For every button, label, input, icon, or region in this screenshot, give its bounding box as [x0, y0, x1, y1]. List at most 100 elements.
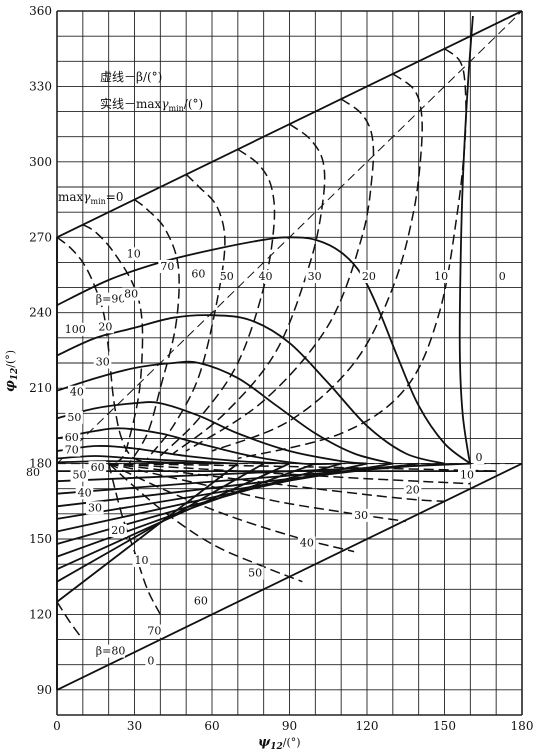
annotation-label: 20	[98, 320, 112, 333]
x-axis-title-unit: /(°)	[283, 736, 301, 749]
annotation-label: 50	[67, 411, 81, 424]
annotation-bg	[62, 443, 81, 457]
series-line	[172, 123, 326, 455]
x-tick-label: 120	[356, 719, 379, 733]
annotation-bg	[93, 355, 112, 369]
annotation-bg	[122, 287, 140, 301]
y-axis-title-main: φ	[3, 380, 18, 392]
annotation-label: 60	[194, 594, 208, 607]
annotation-label: 30	[354, 509, 368, 522]
series-line	[56, 445, 290, 465]
legend-solid-post: /(°)	[184, 97, 203, 111]
series-line	[128, 198, 180, 464]
series-line	[56, 360, 394, 465]
annotation-bg	[217, 270, 236, 284]
annotation-bg	[473, 451, 485, 465]
y-axis-title-sub: 12	[10, 368, 20, 381]
annotation-bg	[93, 644, 125, 658]
series-line	[108, 463, 303, 583]
series-line	[159, 148, 276, 457]
y-axis-title-unit: /(°)	[4, 350, 17, 368]
legend: 虚线－β/(°) 实线－maxγmin/(°) maxγmin=0	[58, 70, 203, 206]
annotation-label: 70	[147, 625, 161, 638]
annotation-label: 50	[220, 270, 234, 283]
x-axis-title: ψ12/(°)	[258, 735, 301, 752]
annotation-label: 0	[147, 655, 154, 668]
annotation-label: 40	[78, 486, 92, 499]
annotation-label: 0	[476, 451, 483, 464]
max-gamma-sub: min	[90, 197, 105, 206]
y-tick-label: 300	[29, 155, 52, 169]
x-tick-label: 60	[204, 719, 219, 733]
x-tick-label: 180	[511, 719, 534, 733]
y-tick-label: 210	[29, 381, 52, 395]
y-tick-label: 240	[29, 306, 52, 320]
legend-solid-pre: 实线－max	[100, 96, 162, 111]
series-line	[458, 15, 474, 464]
ticks: 0 30 60 90 120 150 180901201501802102402703003…	[29, 4, 533, 733]
series-line	[56, 462, 290, 571]
grid	[56, 10, 523, 716]
max-gamma-post: =0	[106, 190, 124, 204]
y-tick-label: 180	[29, 457, 52, 471]
annotation-bg	[109, 523, 127, 537]
series-line	[108, 462, 497, 472]
annotation-bg	[432, 270, 450, 284]
annotation-bg	[246, 566, 264, 580]
annotation-label: 10	[460, 469, 474, 482]
annotation-label: β=80	[96, 645, 126, 658]
x-tick-label: 90	[282, 719, 297, 733]
annotation-label: 20	[406, 484, 420, 497]
annotation-bg	[359, 270, 378, 284]
x-axis-title-sub: 12	[270, 742, 283, 752]
annotation-label: 100	[65, 323, 86, 336]
series-line	[211, 73, 423, 452]
annotation-bg	[124, 247, 143, 261]
max-gamma-label: maxγmin=0	[58, 190, 123, 206]
series-line	[108, 462, 355, 553]
annotation-label: 10	[135, 554, 149, 567]
annotation-bg	[62, 322, 88, 336]
annotation-bg	[24, 466, 42, 480]
legend-solid: 实线－maxγmin/(°)	[100, 96, 203, 113]
y-tick-label: 270	[29, 230, 52, 244]
annotation-label: 50	[73, 469, 87, 482]
annotation-bg	[496, 270, 508, 284]
legend-dashed: 虚线－β/(°)	[100, 70, 162, 84]
annotation-bg	[132, 554, 151, 568]
series-line	[56, 462, 239, 603]
y-tick-label: 150	[29, 532, 52, 546]
series-line	[237, 48, 467, 460]
y-axis-title: φ12/(°)	[3, 350, 20, 392]
annotation-label: 30	[308, 270, 322, 283]
annotation-bg	[70, 468, 89, 482]
y-tick-label: 360	[29, 4, 52, 18]
axis-titles: ψ12/(°) φ12/(°)	[3, 350, 301, 752]
legend-solid-gamma: γ	[161, 97, 169, 111]
annotation-bg	[75, 486, 94, 500]
series-line	[56, 401, 368, 465]
x-axis-title-main: ψ	[258, 735, 271, 750]
plot-lines	[56, 10, 523, 691]
legend-solid-sub: min	[168, 104, 183, 113]
max-gamma-pre: max	[58, 190, 84, 204]
annotation-bg	[62, 430, 81, 444]
annotation-bg	[189, 267, 207, 281]
annotation-bg	[352, 508, 370, 522]
x-tick-label: 150	[433, 719, 456, 733]
annotation-label: β=90	[96, 293, 126, 306]
annotation-bg	[93, 292, 125, 306]
annotation-bg	[65, 410, 83, 424]
annotation-bg	[191, 594, 210, 608]
series-line	[56, 314, 445, 465]
annotation-label: 60	[191, 268, 205, 281]
series-line	[56, 460, 213, 465]
annotation-label: 10	[434, 270, 448, 283]
series-line	[56, 601, 84, 641]
annotation-label: 30	[88, 501, 102, 514]
annotation-bg	[86, 501, 104, 515]
annotation-label: 60	[65, 431, 79, 444]
series-line	[56, 462, 368, 533]
